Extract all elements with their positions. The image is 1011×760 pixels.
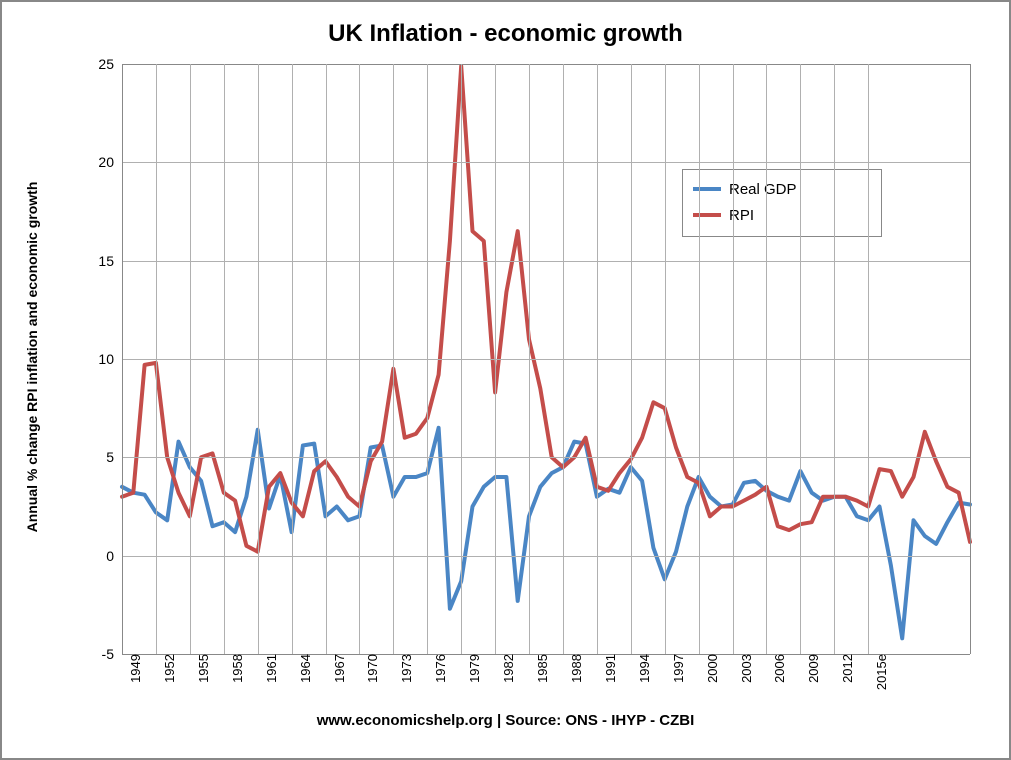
x-tick-label: 1979 bbox=[465, 654, 482, 683]
x-tick-label: 1961 bbox=[262, 654, 279, 683]
gridline-h bbox=[122, 457, 970, 458]
plot-area: Real GDPRPI -505101520251949195219551958… bbox=[122, 64, 970, 654]
x-tick-label: 1976 bbox=[431, 654, 448, 683]
gridline-v bbox=[665, 64, 666, 654]
plot-border-v bbox=[970, 64, 971, 654]
legend-swatch bbox=[693, 213, 721, 217]
x-tick-label: 1991 bbox=[601, 654, 618, 683]
gridline-v bbox=[699, 64, 700, 654]
gridline-v bbox=[393, 64, 394, 654]
x-tick-label: 2009 bbox=[804, 654, 821, 683]
x-tick-label: 1985 bbox=[533, 654, 550, 683]
x-tick-label: 1973 bbox=[397, 654, 414, 683]
gridline-v bbox=[563, 64, 564, 654]
gridline-v bbox=[326, 64, 327, 654]
y-tick-label: -5 bbox=[102, 646, 122, 662]
legend-swatch bbox=[693, 187, 721, 191]
gridline-v bbox=[495, 64, 496, 654]
gridline-v bbox=[868, 64, 869, 654]
gridline-v bbox=[631, 64, 632, 654]
x-tick-label: 1952 bbox=[160, 654, 177, 683]
x-tick-label: 1958 bbox=[228, 654, 245, 683]
series-line-real-gdp bbox=[122, 428, 970, 639]
source-text: www.economicshelp.org | Source: ONS - IH… bbox=[2, 712, 1009, 729]
legend-item: Real GDP bbox=[693, 176, 871, 202]
chart-title: UK Inflation - economic growth bbox=[2, 20, 1009, 48]
x-tick-label: 2006 bbox=[770, 654, 787, 683]
x-tick-label: 1982 bbox=[499, 654, 516, 683]
x-tick-label: 2015e bbox=[872, 654, 889, 690]
gridline-v bbox=[766, 64, 767, 654]
gridline-v bbox=[292, 64, 293, 654]
gridline-v bbox=[427, 64, 428, 654]
y-tick-label: 0 bbox=[106, 548, 122, 564]
legend-item: RPI bbox=[693, 202, 871, 228]
x-tick-label: 2000 bbox=[703, 654, 720, 683]
y-tick-label: 20 bbox=[98, 154, 122, 170]
gridline-v bbox=[733, 64, 734, 654]
y-tick-label: 25 bbox=[98, 56, 122, 72]
legend: Real GDP RPI bbox=[682, 169, 882, 237]
gridline-v bbox=[597, 64, 598, 654]
x-tick-label: 2003 bbox=[737, 654, 754, 683]
x-tick-label: 1997 bbox=[669, 654, 686, 683]
gridline-h bbox=[122, 162, 970, 163]
gridline-h bbox=[122, 261, 970, 262]
x-tick-label: 1970 bbox=[363, 654, 380, 683]
gridline-v bbox=[156, 64, 157, 654]
gridline-h bbox=[122, 64, 970, 65]
x-tick-label: 1964 bbox=[296, 654, 313, 683]
gridline-v bbox=[258, 64, 259, 654]
y-tick-label: 10 bbox=[98, 351, 122, 367]
gridline-v bbox=[800, 64, 801, 654]
gridline-h bbox=[122, 359, 970, 360]
legend-label: Real GDP bbox=[729, 181, 797, 198]
gridline-v bbox=[190, 64, 191, 654]
x-tick-label: 1994 bbox=[635, 654, 652, 683]
x-tick-label: 1949 bbox=[126, 654, 143, 683]
y-tick-label: 15 bbox=[98, 253, 122, 269]
y-axis-title: Annual % change RPI inflation and econom… bbox=[24, 62, 40, 652]
y-tick-label: 5 bbox=[106, 449, 122, 465]
gridline-v bbox=[834, 64, 835, 654]
chart-frame: UK Inflation - economic growth Annual % … bbox=[0, 0, 1011, 760]
gridline-v bbox=[224, 64, 225, 654]
gridline-v bbox=[359, 64, 360, 654]
gridline-v bbox=[529, 64, 530, 654]
x-tick-label: 1955 bbox=[194, 654, 211, 683]
plot-border-v bbox=[122, 64, 123, 654]
gridline-v bbox=[461, 64, 462, 654]
x-tick-label: 1967 bbox=[330, 654, 347, 683]
x-tick-label: 1988 bbox=[567, 654, 584, 683]
x-tick-label: 2012 bbox=[838, 654, 855, 683]
gridline-h bbox=[122, 556, 970, 557]
